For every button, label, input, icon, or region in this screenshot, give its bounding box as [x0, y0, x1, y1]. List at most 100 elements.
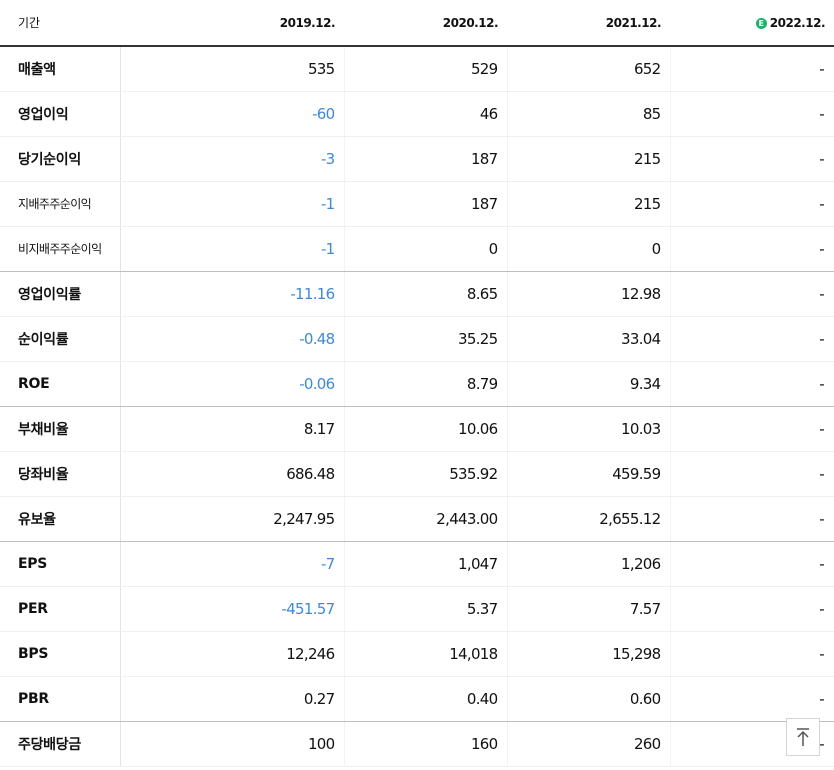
year-header-2022-label: 2022.12.: [769, 15, 826, 30]
table-row: 영업이익 -60 46 85 -: [0, 91, 834, 137]
table-cell: 8.65: [344, 271, 508, 317]
row-label-noncontrolling-net-income: 비지배주주순이익: [0, 226, 121, 272]
table-cell: -: [670, 676, 834, 722]
table-cell: -11.16: [120, 271, 345, 317]
table-cell: 215: [507, 181, 671, 227]
table-cell: -0.06: [120, 361, 345, 407]
table-cell: 0: [507, 226, 671, 272]
row-label-pbr: PBR: [0, 676, 121, 722]
table-row: 부채비율 8.17 10.06 10.03 -: [0, 406, 834, 452]
table-row: 당좌비율 686.48 535.92 459.59 -: [0, 451, 834, 497]
table-row: 유보율 2,247.95 2,443.00 2,655.12 -: [0, 496, 834, 542]
table-row: 지배주주순이익 -1 187 215 -: [0, 181, 834, 227]
table-cell: -: [670, 406, 834, 452]
row-label-eps: EPS: [0, 541, 121, 587]
table-cell: 35.25: [344, 316, 508, 362]
row-label-dividend-per-share: 주당배당금: [0, 721, 121, 767]
table-cell: -0.48: [120, 316, 345, 362]
row-label-controlling-net-income: 지배주주순이익: [0, 181, 121, 227]
table-cell: -: [670, 316, 834, 362]
table-row: 순이익률 -0.48 35.25 33.04 -: [0, 316, 834, 362]
table-cell: -: [670, 271, 834, 317]
table-row: 영업이익률 -11.16 8.65 12.98 -: [0, 271, 834, 317]
table-cell: 12,246: [120, 631, 345, 677]
row-label-bps: BPS: [0, 631, 121, 677]
table-cell: 85: [507, 91, 671, 137]
table-cell: 215: [507, 136, 671, 182]
scroll-to-top-button[interactable]: [786, 718, 820, 756]
table-cell: 14,018: [344, 631, 508, 677]
row-label-revenue: 매출액: [0, 46, 121, 92]
arrow-up-icon: [797, 728, 809, 746]
table-cell: 100: [120, 721, 345, 767]
row-label-debt-ratio: 부채비율: [0, 406, 121, 452]
table-cell: -: [670, 631, 834, 677]
table-cell: 1,047: [344, 541, 508, 587]
table-cell: 2,247.95: [120, 496, 345, 542]
table-cell: 160: [344, 721, 508, 767]
table-cell: 187: [344, 136, 508, 182]
table-row: PER -451.57 5.37 7.57 -: [0, 586, 834, 632]
table-cell: -: [670, 46, 834, 92]
table-cell: 0: [344, 226, 508, 272]
table-cell: 8.17: [120, 406, 345, 452]
row-label-operating-margin: 영업이익률: [0, 271, 121, 317]
table-cell: -7: [120, 541, 345, 587]
table-row: PBR 0.27 0.40 0.60 -: [0, 676, 834, 722]
year-header-2020: 2020.12.: [344, 0, 507, 47]
table-cell: 7.57: [507, 586, 671, 632]
table-cell: 652: [507, 46, 671, 92]
table-cell: 8.79: [344, 361, 508, 407]
period-header: 기간: [0, 0, 120, 47]
year-header-2021: 2021.12.: [507, 0, 670, 47]
table-header-row: 기간 2019.12. 2020.12. 2021.12. E 2022.12.: [0, 0, 834, 47]
table-cell: -: [670, 361, 834, 407]
table-row: ROE -0.06 8.79 9.34 -: [0, 361, 834, 407]
table-row: 비지배주주순이익 -1 0 0 -: [0, 226, 834, 272]
table-cell: 15,298: [507, 631, 671, 677]
table-cell: 1,206: [507, 541, 671, 587]
table-cell: 459.59: [507, 451, 671, 497]
year-header-2022-estimate: E 2022.12.: [670, 0, 834, 47]
table-cell: 33.04: [507, 316, 671, 362]
table-cell: 2,443.00: [344, 496, 508, 542]
table-cell: 10.06: [344, 406, 508, 452]
table-row: EPS -7 1,047 1,206 -: [0, 541, 834, 587]
table-cell: -: [670, 586, 834, 632]
table-cell: 0.60: [507, 676, 671, 722]
row-label-operating-profit: 영업이익: [0, 91, 121, 137]
table-cell: -1: [120, 226, 345, 272]
table-row: BPS 12,246 14,018 15,298 -: [0, 631, 834, 677]
table-cell: 260: [507, 721, 671, 767]
row-label-net-margin: 순이익률: [0, 316, 121, 362]
table-cell: 46: [344, 91, 508, 137]
row-label-per: PER: [0, 586, 121, 632]
table-cell: -: [670, 226, 834, 272]
table-cell: -: [670, 451, 834, 497]
table-cell: -: [670, 136, 834, 182]
table-row: 매출액 535 529 652 -: [0, 46, 834, 92]
estimate-icon: E: [755, 17, 767, 29]
table-cell: 9.34: [507, 361, 671, 407]
table-cell: 12.98: [507, 271, 671, 317]
table-cell: -: [670, 541, 834, 587]
table-row: 당기순이익 -3 187 215 -: [0, 136, 834, 182]
table-cell: -451.57: [120, 586, 345, 632]
table-cell: 10.03: [507, 406, 671, 452]
table-cell: 535: [120, 46, 345, 92]
table-cell: -: [670, 496, 834, 542]
year-header-2019: 2019.12.: [120, 0, 344, 47]
table-cell: 0.27: [120, 676, 345, 722]
table-cell: 686.48: [120, 451, 345, 497]
table-cell: 535.92: [344, 451, 508, 497]
row-label-quick-ratio: 당좌비율: [0, 451, 121, 497]
table-cell: -1: [120, 181, 345, 227]
table-cell: 529: [344, 46, 508, 92]
table-cell: -3: [120, 136, 345, 182]
table-cell: 0.40: [344, 676, 508, 722]
row-label-net-income: 당기순이익: [0, 136, 121, 182]
table-cell: -: [670, 181, 834, 227]
table-row: 주당배당금 100 160 260 -: [0, 721, 834, 767]
table-cell: -60: [120, 91, 345, 137]
